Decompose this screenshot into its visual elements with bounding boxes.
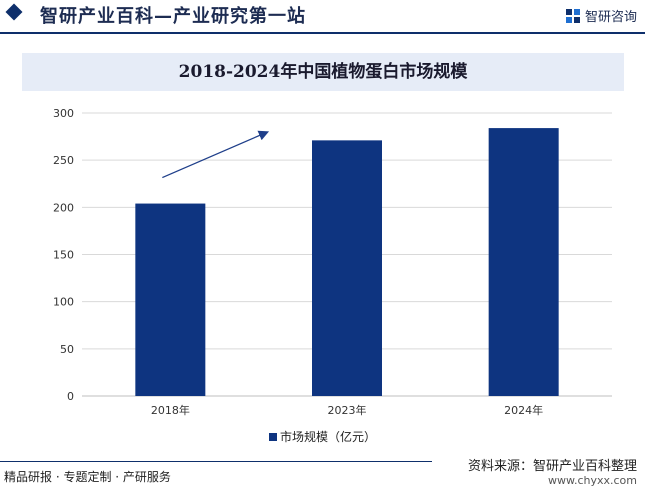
y-tick-label: 200: [53, 201, 74, 214]
chart-title-bar: 2018-2024年中国植物蛋白市场规模: [22, 53, 624, 91]
y-tick-label: 100: [53, 296, 74, 309]
x-tick-label: 2024年: [504, 403, 543, 417]
y-tick-label: 50: [60, 343, 74, 356]
legend-swatch: [268, 432, 277, 441]
footer-divider: [0, 461, 432, 462]
brand-name: 智研咨询: [584, 10, 637, 25]
bar-2018年: [135, 203, 206, 396]
legend-label: 市场规模（亿元）: [279, 430, 376, 444]
chart-title: 2018-2024年中国植物蛋白市场规模: [178, 62, 468, 82]
y-tick-label: 0: [67, 390, 74, 403]
header-divider: [0, 32, 645, 34]
bar-2024年: [488, 128, 559, 397]
footer-url: www.chyxx.com: [547, 474, 637, 487]
y-tick-label: 250: [53, 154, 74, 167]
brand-logo: 智研咨询: [565, 6, 637, 25]
chart-legend: 市场规模（亿元）: [0, 428, 645, 445]
y-tick-label: 300: [53, 107, 74, 120]
x-tick-label: 2023年: [328, 403, 367, 417]
y-tick-label: 150: [53, 249, 74, 262]
footer-slogan: 精品研报 · 专题定制 · 产研服务: [4, 470, 171, 484]
site-title: 智研产业百科—产业研究第一站: [40, 6, 306, 27]
bar-2023年: [312, 140, 382, 396]
trend-arrow-icon: [162, 130, 270, 179]
footer-source: 资料来源：智研产业百科整理: [467, 459, 637, 474]
top-header: 智研产业百科—产业研究第一站 智研咨询: [0, 0, 645, 34]
brand-logo-icon: [565, 8, 580, 23]
x-tick-label: 2018年: [151, 403, 190, 417]
